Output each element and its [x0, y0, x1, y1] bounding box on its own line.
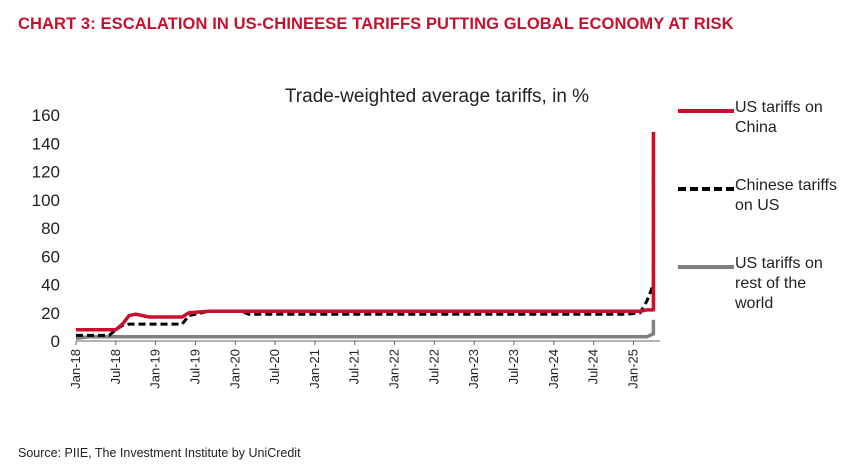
x-tick-label: Jul-20	[267, 349, 282, 384]
legend-label-china-us: Chinese tariffs on US	[735, 176, 843, 216]
x-tick-label: Jan-25	[625, 349, 640, 389]
legend-swatch-us-row	[678, 265, 734, 269]
x-tick-label: Jan-24	[546, 349, 561, 389]
x-tick-label: Jul-22	[426, 349, 441, 384]
x-tick-label: Jan-21	[307, 349, 322, 389]
series-line-us-row	[76, 320, 653, 338]
x-tick-label: Jan-23	[466, 349, 481, 389]
legend-label-us-china: US tariffs on China	[735, 98, 843, 138]
y-tick-label: 60	[41, 247, 60, 266]
y-tick-label: 120	[32, 163, 60, 182]
legend-swatch-us-china	[678, 109, 734, 113]
y-tick-label: 100	[32, 191, 60, 210]
x-tick-label: Jul-21	[347, 349, 362, 384]
series-line-us-china	[76, 132, 653, 330]
y-axis: 0 20 40 60 80 100 120 140 160	[32, 106, 60, 351]
series-line-china-us	[76, 150, 653, 335]
y-tick-label: 40	[41, 276, 60, 295]
x-tick-label: Jul-24	[586, 349, 601, 384]
x-axis: Jan-18 Jul-18 Jan-19 Jul-19 Jan-20 Jul-20 Jan-…	[68, 341, 660, 389]
x-tick-label: Jan-19	[148, 349, 163, 389]
source-note: Source: PIIE, The Investment Institute b…	[18, 446, 301, 460]
x-tick-label: Jan-22	[387, 349, 402, 389]
y-tick-label: 160	[32, 106, 60, 125]
y-tick-label: 0	[51, 332, 60, 351]
x-tick-label: Jul-18	[108, 349, 123, 384]
series-layer	[76, 132, 653, 338]
x-tick-label: Jan-20	[227, 349, 242, 389]
y-tick-label: 140	[32, 134, 60, 153]
legend-label-us-row: US tariffs on rest of the world	[735, 254, 843, 314]
x-tick-label: Jul-23	[506, 349, 521, 384]
x-tick-label: Jul-19	[187, 349, 202, 384]
x-tick-label: Jan-18	[68, 349, 83, 389]
legend-swatch-china-us	[678, 187, 734, 191]
y-tick-label: 80	[41, 219, 60, 238]
y-tick-label: 20	[41, 304, 60, 323]
